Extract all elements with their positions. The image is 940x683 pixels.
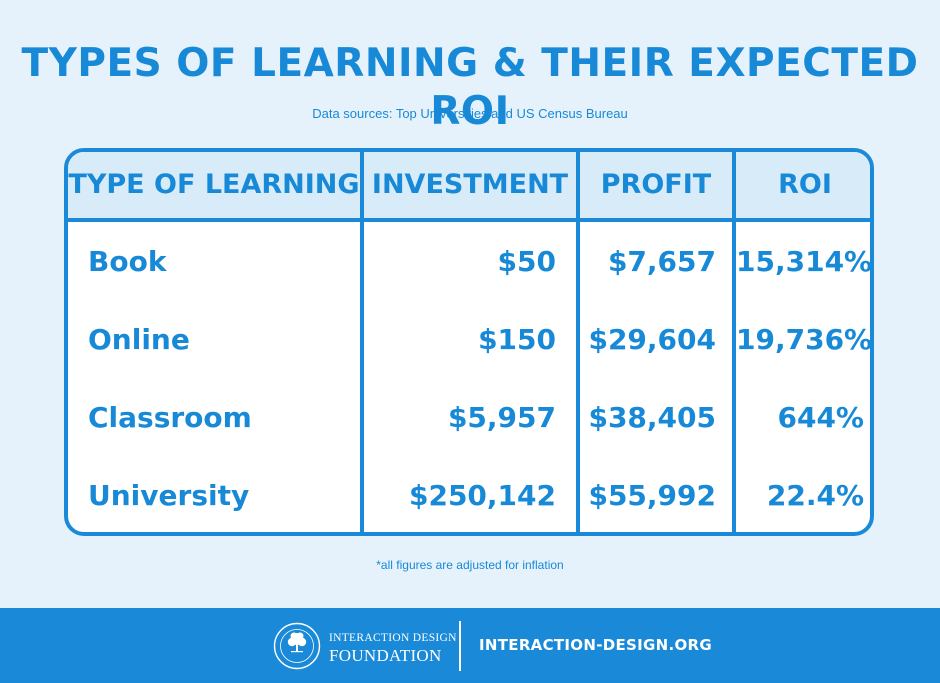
column-header-roi: ROI — [778, 169, 832, 200]
table-header-row: TYPE OF LEARNING INVESTMENT PROFIT ROI — [68, 152, 870, 222]
cell-investment: $5,957 — [447, 401, 556, 434]
infographic-title: TYPES OF LEARNING & THEIR EXPECTED ROI — [21, 41, 919, 134]
column-divider — [576, 152, 580, 532]
cell-investment: $50 — [497, 245, 556, 278]
cell-roi: 19,736% — [736, 323, 873, 356]
foundation-name-line2: FOUNDATION — [329, 646, 442, 665]
data-sources-note: Data sources: Top Universities and US Ce… — [312, 106, 628, 121]
cell-profit: $38,405 — [588, 401, 716, 434]
cell-investment: $150 — [478, 323, 556, 356]
cell-investment: $250,142 — [408, 479, 556, 512]
cell-roi: 15,314% — [736, 245, 873, 278]
website-link[interactable]: INTERACTION-DESIGN.ORG — [479, 636, 712, 654]
roi-table: TYPE OF LEARNING INVESTMENT PROFIT ROI B… — [64, 148, 874, 536]
cell-profit: $7,657 — [607, 245, 716, 278]
footer-divider — [459, 621, 461, 671]
cell-type: Online — [88, 323, 190, 356]
cell-profit: $55,992 — [588, 479, 716, 512]
column-header-type: TYPE OF LEARNING — [68, 169, 360, 200]
footer-bar: INTERACTION DESIGN FOUNDATION INTERACTIO… — [0, 608, 940, 683]
column-divider — [360, 152, 364, 532]
cell-type: University — [88, 479, 250, 512]
foundation-logo-icon — [273, 622, 321, 670]
column-header-investment: INVESTMENT — [371, 169, 569, 200]
inflation-footnote: *all figures are adjusted for inflation — [376, 558, 564, 572]
foundation-name-line1: INTERACTION DESIGN — [329, 632, 457, 644]
cell-type: Book — [88, 245, 167, 278]
cell-roi: 22.4% — [766, 479, 864, 512]
column-header-profit: PROFIT — [600, 169, 712, 200]
column-divider — [732, 152, 736, 532]
cell-type: Classroom — [88, 401, 252, 434]
cell-roi: 644% — [777, 401, 864, 434]
cell-profit: $29,604 — [588, 323, 716, 356]
